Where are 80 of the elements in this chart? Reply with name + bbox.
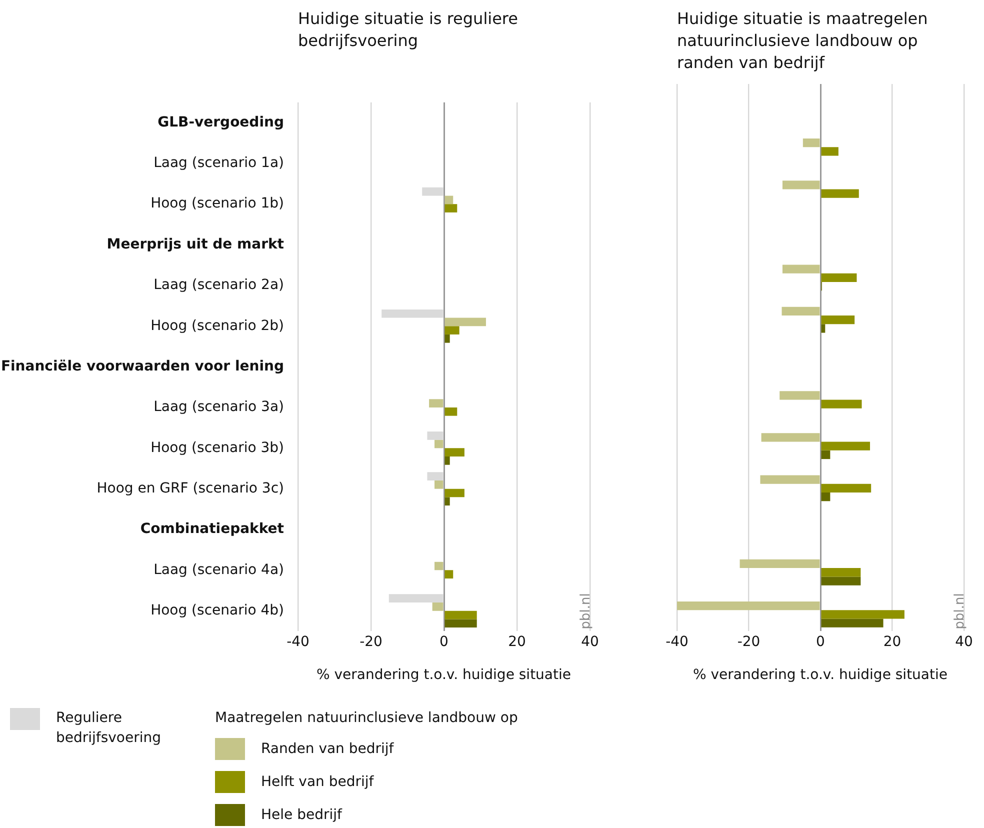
y-tick-label: Laag (scenario 1a) bbox=[154, 155, 284, 172]
bar bbox=[821, 492, 830, 502]
bar bbox=[434, 480, 444, 489]
bar bbox=[444, 334, 450, 343]
y-tick-label: Financiële voorwaarden voor lening bbox=[0, 358, 284, 374]
x-tick-label: 20 bbox=[883, 634, 902, 650]
bar bbox=[821, 189, 859, 198]
bar bbox=[444, 326, 460, 334]
bar bbox=[740, 559, 820, 568]
bar bbox=[821, 324, 826, 333]
bar bbox=[388, 594, 444, 603]
x-tick-label: -20 bbox=[737, 634, 760, 650]
annotation: pbl.nl bbox=[578, 593, 594, 630]
y-tick-label: Hoog (scenario 4b) bbox=[150, 602, 284, 618]
legend-label: Reguliere bedrijfsvoering bbox=[56, 709, 162, 748]
bar bbox=[821, 450, 830, 460]
y-tick-label: Meerprijs uit de markt bbox=[106, 236, 284, 252]
x-tick-label: 20 bbox=[508, 634, 526, 650]
bar bbox=[780, 391, 820, 400]
bar bbox=[444, 196, 454, 204]
bar bbox=[422, 187, 444, 196]
bar bbox=[432, 602, 444, 611]
y-tick-label: Laag (scenario 4a) bbox=[154, 562, 284, 578]
bar bbox=[427, 472, 444, 480]
bar bbox=[444, 497, 450, 506]
bar bbox=[444, 610, 477, 620]
x-tick-label: 40 bbox=[955, 634, 973, 650]
bar bbox=[760, 475, 820, 484]
legend-label: Randen van bedrijf bbox=[261, 740, 394, 757]
bar bbox=[444, 204, 458, 212]
x-tick-label: -40 bbox=[666, 634, 688, 650]
bar bbox=[444, 619, 477, 628]
bar bbox=[434, 440, 444, 448]
legend-title: Maatregelen natuurinclusieve landbouw op bbox=[215, 709, 519, 728]
bar bbox=[821, 316, 855, 324]
x-tick-label: 0 bbox=[816, 634, 825, 650]
y-tick-label: Laag (scenario 3a) bbox=[154, 399, 284, 416]
x-axis-title: % verandering t.o.v. huidige situatie bbox=[693, 667, 948, 683]
y-tick-label: Laag (scenario 2a) bbox=[154, 277, 284, 294]
bar bbox=[821, 442, 870, 450]
bar bbox=[427, 431, 444, 440]
bar bbox=[782, 306, 820, 316]
y-tick-label: Hoog (scenario 2b) bbox=[150, 318, 284, 334]
bar bbox=[821, 484, 872, 493]
y-tick-label: GLB-vergoeding bbox=[158, 114, 284, 130]
bar bbox=[821, 147, 838, 156]
bar bbox=[821, 610, 904, 619]
bar bbox=[821, 568, 861, 577]
chart-title: Huidige situatie is maatregelen natuurinclusieve landbouw op randen van bedrijf bbox=[677, 8, 929, 74]
y-tick-label: Hoog en GRF (scenario 3c) bbox=[96, 480, 284, 496]
bar bbox=[444, 456, 450, 465]
bar bbox=[761, 433, 820, 442]
bar bbox=[782, 264, 820, 274]
bar bbox=[782, 180, 820, 190]
bar bbox=[434, 562, 444, 570]
bar bbox=[821, 618, 884, 628]
bar bbox=[821, 576, 861, 586]
y-tick-label: Hoog (scenario 3b) bbox=[150, 440, 284, 456]
x-axis-title: % verandering t.o.v. huidige situatie bbox=[316, 667, 572, 683]
bar bbox=[821, 273, 857, 282]
x-tick-label: 40 bbox=[581, 634, 599, 650]
y-tick-label: Hoog (scenario 1b) bbox=[150, 196, 284, 212]
bar bbox=[444, 448, 464, 456]
bar bbox=[444, 318, 486, 326]
bar bbox=[821, 400, 862, 408]
bar bbox=[444, 407, 458, 416]
bar bbox=[677, 602, 820, 610]
bar bbox=[444, 488, 464, 498]
bar bbox=[429, 399, 444, 408]
bar bbox=[444, 570, 454, 579]
chart-title: Huidige situatie is reguliere bedrijfsvoering bbox=[298, 8, 519, 52]
legend-label: Hele bedrijf bbox=[261, 806, 342, 823]
x-tick-label: 0 bbox=[440, 634, 448, 650]
x-tick-label: -40 bbox=[286, 634, 310, 650]
x-tick-label: -20 bbox=[360, 634, 382, 650]
legend-label: Helft van bedrijf bbox=[261, 774, 374, 790]
bar bbox=[802, 138, 820, 148]
y-tick-label: Combinatiepakket bbox=[140, 521, 284, 538]
annotation: pbl.nl bbox=[952, 593, 968, 630]
bar bbox=[382, 309, 444, 318]
